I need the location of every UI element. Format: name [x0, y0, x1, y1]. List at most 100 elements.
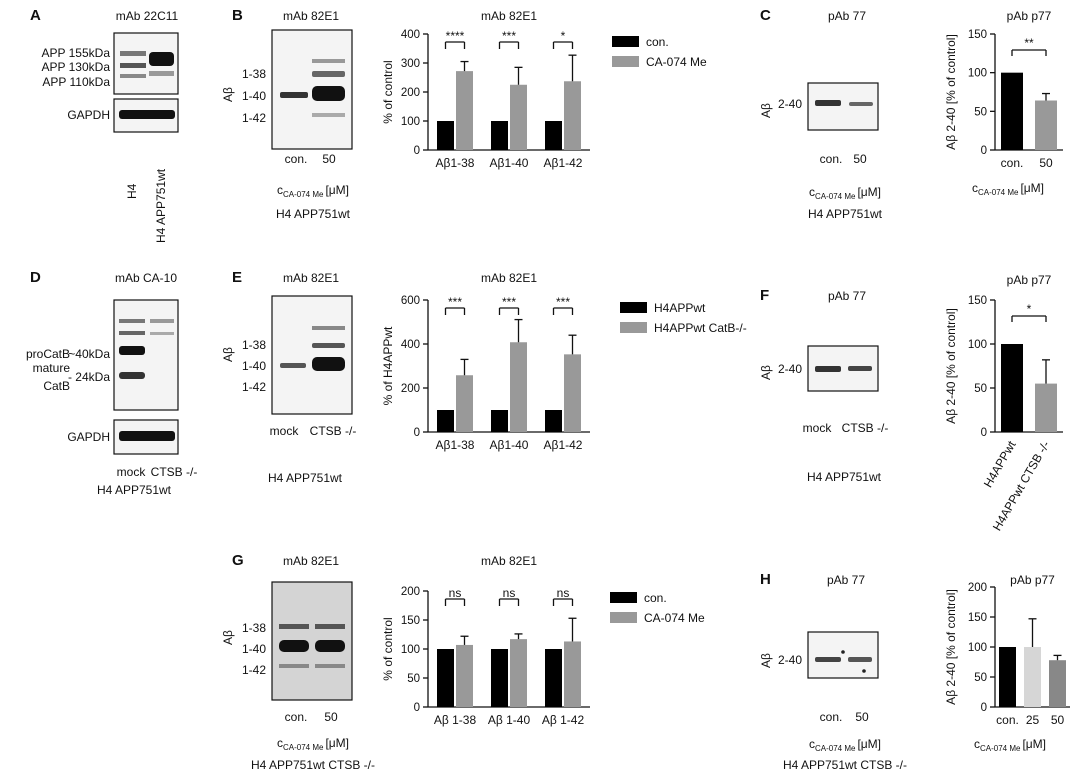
x-tick-label: Aβ1-42: [544, 156, 583, 170]
y-tick-label: 150: [968, 295, 987, 307]
lane-label: con.: [820, 710, 843, 724]
legend-label: con.: [646, 35, 669, 49]
band: [848, 657, 872, 662]
loading-label: GAPDH: [67, 430, 110, 444]
x-tick-label: Aβ 1-40: [488, 713, 531, 727]
lane-label: 50: [324, 710, 338, 724]
band: [815, 366, 841, 372]
y-tick-label: 100: [968, 339, 987, 351]
x-tick-label: Aβ1-38: [436, 156, 475, 170]
x-tick-label: Aβ1-40: [490, 438, 529, 452]
band-label: mature: [33, 361, 71, 375]
chart-title: mAb 82E1: [481, 9, 537, 23]
significance-label: ***: [502, 295, 516, 309]
lane-label: 50: [855, 710, 869, 724]
bar: [456, 375, 473, 432]
significance-label: ns: [449, 586, 462, 600]
band: [150, 332, 174, 335]
bar: [1024, 647, 1041, 707]
bar: [437, 410, 454, 432]
panel-e-blot-title: mAb 82E1: [283, 271, 339, 285]
band-label: 1-42: [242, 380, 266, 394]
significance-label: ***: [556, 295, 570, 309]
band-label: 1-40: [242, 89, 266, 103]
bar: [491, 410, 508, 432]
band-label: 2-40: [778, 362, 802, 376]
bar: [510, 639, 527, 707]
legend-label: H4APPwt CatB-/-: [654, 321, 747, 335]
panel-g-blot-title: mAb 82E1: [283, 554, 339, 568]
legend-swatch: [610, 592, 637, 603]
significance-label: *: [561, 29, 566, 43]
bar: [437, 121, 454, 150]
band-label: 1-38: [242, 338, 266, 352]
y-tick-label: 0: [981, 145, 987, 157]
band: [815, 657, 841, 662]
band-label: APP 155kDa: [42, 46, 111, 60]
y-tick-label: 300: [401, 58, 420, 70]
y-tick-label: 100: [401, 644, 420, 656]
band: [119, 431, 175, 441]
legend-label: con.: [644, 591, 667, 605]
panel-letter-g: G: [232, 552, 244, 569]
y-tick-label: 150: [968, 29, 987, 41]
cell-line-label: H4 APP751wt: [808, 207, 883, 221]
bar: [1001, 72, 1023, 150]
lane-label: CTSB -/-: [310, 424, 357, 438]
band-label: - 24kDa: [68, 370, 110, 384]
bar: [510, 342, 527, 432]
panel-b-blot-title: mAb 82E1: [283, 9, 339, 23]
band: [312, 357, 345, 371]
x-tick-label: Aβ 1-38: [434, 713, 477, 727]
y-tick-label: 100: [968, 642, 987, 654]
y-tick-label: 200: [401, 383, 420, 395]
x-tick-label: H4APPwt: [981, 438, 1019, 490]
band-label: 1-38: [242, 67, 266, 81]
bar: [1001, 344, 1023, 432]
y-tick-label: 400: [401, 339, 420, 351]
band: [120, 63, 146, 68]
band-label: APP 130kDa: [42, 60, 111, 74]
band: [815, 100, 841, 106]
band-label: 1-40: [242, 359, 266, 373]
band: [312, 71, 345, 77]
band: [119, 372, 145, 379]
significance-label: *: [1027, 302, 1032, 316]
y-tick-label: 0: [414, 145, 420, 157]
band-label: proCatB: [26, 347, 70, 361]
cell-line-label: H4 APP751wt CTSB -/-: [251, 758, 375, 772]
bar: [564, 81, 581, 150]
bar: [456, 71, 473, 150]
conc-label: cCA-074 Me [μM]: [277, 183, 349, 199]
band-label: 2-40: [778, 97, 802, 111]
chart-title: mAb 82E1: [481, 271, 537, 285]
y-tick-label: 50: [407, 673, 420, 685]
bar: [1049, 660, 1066, 707]
legend-swatch: [610, 612, 637, 623]
band-label: APP 110kDa: [42, 75, 110, 89]
significance-label: ns: [557, 586, 570, 600]
panel-h-blot: [807, 631, 879, 679]
chart-title: pAb p77: [1010, 573, 1055, 587]
y-tick-label: 400: [401, 29, 420, 41]
x-tick-label: Aβ 1-42: [542, 713, 585, 727]
panel-letter-a: A: [30, 7, 41, 24]
band-label: 1-38: [242, 621, 266, 635]
y-tick-label: 200: [968, 582, 987, 594]
lane-label: con.: [285, 152, 308, 166]
panel-letter-e: E: [232, 269, 242, 286]
panel-c-blot-title: pAb 77: [828, 9, 866, 23]
lane-label: H4 APP751wt: [154, 168, 168, 243]
speck: [841, 650, 845, 654]
lane-label: mock: [117, 465, 147, 479]
bar: [564, 354, 581, 432]
speck: [862, 669, 866, 673]
x-tick-label: 25: [1026, 713, 1040, 727]
legend-swatch: [612, 36, 639, 47]
x-tick-label: con.: [996, 713, 1019, 727]
band: [312, 59, 345, 63]
band: [120, 51, 146, 56]
legend-label: H4APPwt: [654, 301, 706, 315]
y-tick-label: 150: [968, 612, 987, 624]
y-tick-label: 0: [981, 702, 987, 714]
